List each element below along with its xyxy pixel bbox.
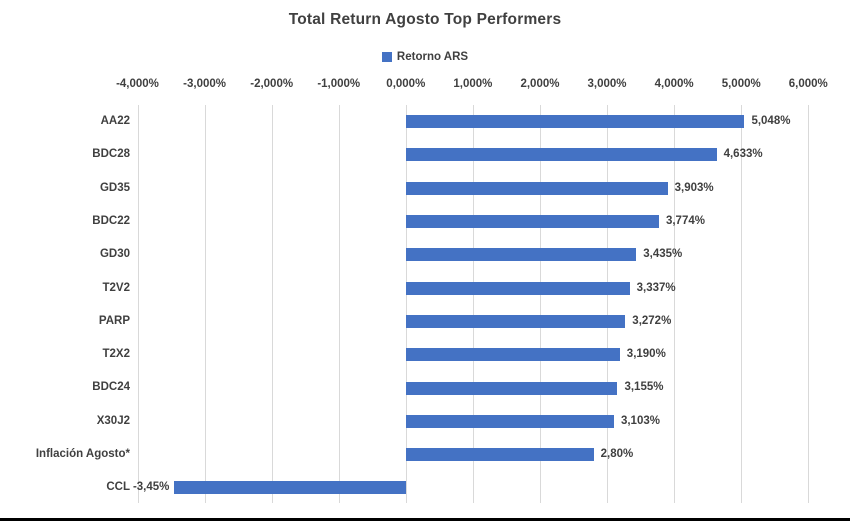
gridline: [607, 105, 608, 503]
value-label: 2,80%: [600, 448, 634, 460]
category-label: PARP: [98, 314, 130, 327]
value-label: 3,272%: [632, 314, 672, 327]
value-label: 5,048%: [751, 115, 791, 127]
x-axis-tick-label: 5,000%: [721, 78, 761, 90]
gridline: [674, 105, 675, 503]
value-label: 3,435%: [643, 248, 683, 261]
bar: [405, 148, 717, 162]
gridline: [741, 105, 742, 503]
bar: [405, 115, 745, 129]
category-label: BDC22: [92, 214, 130, 227]
value-label: -3,45%: [132, 481, 170, 494]
bar: [405, 281, 630, 295]
value-label: 3,337%: [636, 281, 676, 294]
x-axis-tick-label: -1,000%: [317, 78, 361, 90]
x-axis-tick-label: -2,000%: [250, 78, 294, 90]
bottom-border-line: [0, 518, 850, 521]
gridline: [205, 105, 206, 503]
bar: [405, 248, 637, 262]
legend: Retorno ARS: [0, 51, 850, 63]
category-label: X30J2: [96, 414, 130, 427]
gridline: [406, 105, 407, 503]
legend-label: Retorno ARS: [396, 51, 469, 63]
x-axis-tick-label: 6,000%: [788, 78, 828, 90]
gridline: [808, 105, 809, 503]
bar: [405, 314, 626, 328]
bar: [405, 381, 618, 395]
legend-swatch-icon: [381, 52, 392, 62]
category-label: BDC28: [92, 148, 130, 161]
value-label: 3,103%: [620, 414, 660, 427]
gridline: [138, 105, 139, 503]
gridline: [473, 105, 474, 503]
value-label: 3,903%: [674, 181, 714, 194]
x-axis-tick-label: 2,000%: [520, 78, 560, 90]
category-label: T2X2: [102, 348, 131, 361]
x-axis-tick-label: 0,000%: [386, 78, 426, 90]
bar: [405, 414, 614, 428]
category-label: CCL: [106, 481, 130, 494]
category-label: Inflación Agosto*: [35, 448, 130, 460]
bar: [174, 481, 406, 495]
category-label: GD30: [99, 248, 130, 261]
bar: [405, 181, 668, 195]
category-label: T2V2: [102, 281, 131, 294]
bar: [405, 215, 659, 229]
category-label: BDC24: [92, 381, 130, 394]
gridline: [540, 105, 541, 503]
value-label: 3,774%: [665, 214, 705, 227]
x-axis-tick-label: -4,000%: [116, 78, 159, 90]
bar: [405, 348, 620, 362]
chart-title: Total Return Agosto Top Performers: [288, 11, 562, 28]
value-label: 3,155%: [624, 381, 664, 394]
x-axis-tick-label: 3,000%: [587, 78, 627, 90]
category-label: GD35: [99, 181, 130, 194]
gridline: [272, 105, 273, 503]
category-label: AA22: [100, 115, 130, 127]
gridline: [339, 105, 340, 503]
bar: [405, 448, 594, 462]
x-axis-tick-label: 4,000%: [654, 78, 694, 90]
value-label: 4,633%: [723, 148, 763, 161]
x-axis-tick-label: -3,000%: [183, 78, 226, 90]
x-axis-tick-label: 1,000%: [453, 78, 493, 90]
value-label: 3,190%: [626, 348, 666, 361]
